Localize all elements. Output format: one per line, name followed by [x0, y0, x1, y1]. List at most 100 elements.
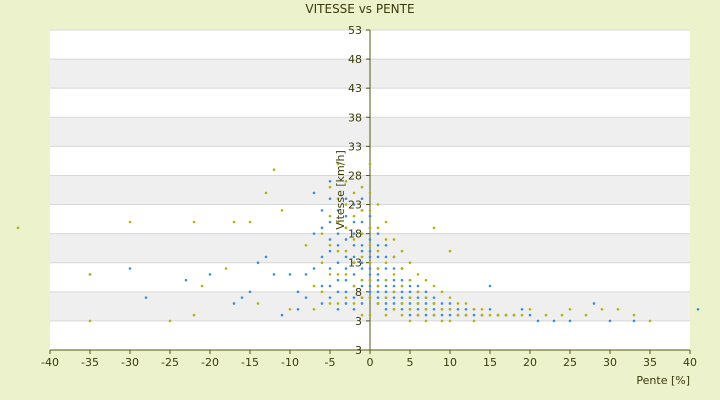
- data-point: [568, 307, 572, 311]
- data-point: [144, 296, 148, 299]
- data-point: [424, 307, 428, 311]
- data-point: [360, 313, 364, 317]
- data-point: [408, 261, 412, 265]
- data-point: [368, 290, 372, 294]
- data-point: [432, 307, 436, 311]
- data-point: [448, 313, 452, 317]
- data-point: [432, 226, 436, 230]
- data-point: [584, 313, 588, 317]
- data-point: [376, 267, 380, 270]
- data-point: [392, 238, 396, 241]
- data-point: [384, 261, 388, 265]
- data-point: [376, 243, 380, 247]
- data-point: [384, 307, 388, 311]
- data-point: [320, 255, 324, 259]
- data-point: [376, 226, 380, 230]
- data-point: [320, 290, 324, 294]
- data-point: [592, 302, 596, 305]
- data-point: [352, 273, 356, 276]
- data-point: [352, 214, 356, 218]
- data-point: [480, 313, 484, 317]
- y-tick-label: 18: [348, 228, 362, 241]
- data-point: [384, 220, 388, 224]
- data-point: [304, 296, 308, 299]
- data-point: [328, 238, 332, 241]
- data-point: [440, 290, 444, 294]
- data-point: [336, 261, 340, 265]
- y-tick-label: 3: [355, 315, 362, 328]
- data-point: [400, 249, 404, 253]
- data-point: [472, 319, 476, 323]
- data-point: [336, 197, 340, 201]
- x-tick-label: -10: [281, 356, 299, 369]
- x-tick-label: 35: [643, 356, 657, 369]
- y-tick-label: 28: [348, 169, 362, 182]
- data-point: [232, 302, 236, 305]
- data-point: [384, 267, 388, 270]
- data-point: [336, 162, 340, 166]
- data-point: [248, 290, 252, 294]
- data-point: [696, 307, 700, 311]
- data-point: [392, 296, 396, 299]
- data-point: [328, 243, 332, 247]
- y-tick-label: 33: [348, 140, 362, 153]
- data-point: [360, 261, 364, 265]
- data-point: [464, 307, 468, 311]
- data-point: [128, 220, 132, 224]
- data-point: [280, 209, 284, 212]
- data-point: [352, 255, 356, 259]
- data-point: [264, 191, 268, 195]
- data-point: [280, 313, 284, 317]
- data-point: [432, 302, 436, 305]
- data-point: [272, 273, 276, 276]
- data-point: [520, 307, 524, 311]
- data-point: [552, 319, 556, 323]
- data-point: [368, 273, 372, 276]
- data-point: [392, 267, 396, 270]
- data-point: [336, 307, 340, 311]
- data-point: [88, 273, 92, 276]
- data-point: [328, 197, 332, 201]
- data-point: [352, 191, 356, 195]
- x-tick-label: -25: [161, 356, 179, 369]
- data-point: [328, 284, 332, 288]
- data-point: [368, 249, 372, 253]
- data-point: [456, 302, 460, 305]
- data-point: [344, 296, 348, 299]
- x-axis-label: Pente [%]: [636, 374, 690, 387]
- data-point: [360, 284, 364, 288]
- data-point: [408, 290, 412, 294]
- data-point: [456, 313, 460, 317]
- data-point: [504, 313, 508, 317]
- y-tick-label: 48: [348, 53, 362, 66]
- data-point: [432, 296, 436, 299]
- data-point: [344, 267, 348, 270]
- data-point: [408, 278, 412, 282]
- data-point: [488, 313, 492, 317]
- x-tick-label: -30: [121, 356, 139, 369]
- data-point: [352, 238, 356, 241]
- x-tick-label: -20: [201, 356, 219, 369]
- data-point: [344, 203, 348, 206]
- data-point: [376, 284, 380, 288]
- data-point: [512, 313, 516, 317]
- data-point: [352, 232, 356, 235]
- data-point: [400, 267, 404, 270]
- data-point: [368, 284, 372, 288]
- x-tick-label: 15: [483, 356, 497, 369]
- data-point: [400, 307, 404, 311]
- data-point: [392, 255, 396, 259]
- data-point: [408, 313, 412, 317]
- data-point: [352, 203, 356, 206]
- data-point: [384, 255, 388, 259]
- data-point: [336, 209, 340, 212]
- data-point: [328, 220, 332, 224]
- data-point: [16, 226, 20, 230]
- data-point: [384, 284, 388, 288]
- data-point: [424, 313, 428, 317]
- data-point: [336, 249, 340, 253]
- data-point: [320, 226, 324, 230]
- data-point: [384, 290, 388, 294]
- data-point: [360, 302, 364, 305]
